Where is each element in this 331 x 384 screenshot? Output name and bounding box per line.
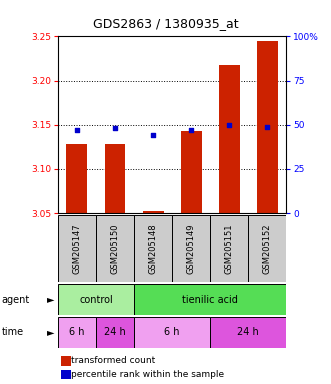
Bar: [58, 317, 96, 348]
Text: 6 h: 6 h: [165, 327, 180, 337]
Text: percentile rank within the sample: percentile rank within the sample: [71, 370, 224, 379]
Text: GSM205150: GSM205150: [111, 223, 119, 274]
Bar: [134, 284, 286, 315]
Text: 6 h: 6 h: [69, 327, 85, 337]
Point: [226, 122, 232, 128]
Bar: [105, 144, 125, 213]
Bar: [210, 215, 248, 282]
Text: tienilic acid: tienilic acid: [182, 295, 238, 305]
Bar: [257, 41, 278, 213]
Point: [188, 127, 194, 133]
Text: time: time: [2, 327, 24, 337]
Bar: [248, 215, 286, 282]
Bar: [96, 317, 134, 348]
Text: GDS2863 / 1380935_at: GDS2863 / 1380935_at: [93, 17, 238, 30]
Bar: [172, 215, 210, 282]
Bar: [58, 284, 134, 315]
Text: GSM205149: GSM205149: [187, 223, 196, 274]
Text: GSM205151: GSM205151: [225, 223, 234, 274]
Text: 24 h: 24 h: [237, 327, 259, 337]
Text: ►: ►: [47, 327, 55, 337]
Text: GSM205147: GSM205147: [72, 223, 81, 274]
Bar: [219, 65, 240, 213]
Text: GSM205148: GSM205148: [149, 223, 158, 274]
Bar: [67, 144, 87, 213]
Text: agent: agent: [2, 295, 30, 305]
Point: [150, 132, 156, 139]
Bar: [58, 215, 96, 282]
Bar: [134, 215, 172, 282]
Bar: [143, 211, 164, 213]
Bar: [134, 317, 210, 348]
Text: transformed count: transformed count: [71, 356, 156, 366]
Bar: [96, 215, 134, 282]
Text: 24 h: 24 h: [104, 327, 126, 337]
Text: GSM205152: GSM205152: [263, 223, 272, 274]
Point: [74, 127, 79, 133]
Text: control: control: [79, 295, 113, 305]
Point: [264, 124, 270, 130]
Point: [112, 125, 118, 131]
Bar: [210, 317, 286, 348]
Bar: [181, 131, 202, 213]
Text: ►: ►: [47, 295, 55, 305]
